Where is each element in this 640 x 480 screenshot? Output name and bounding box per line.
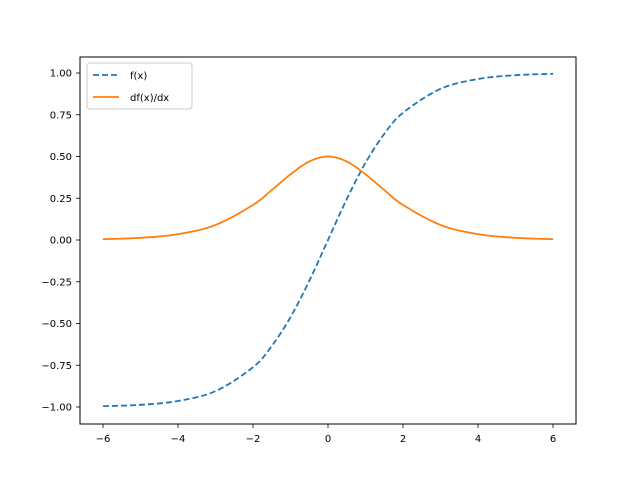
series-line-dfdx [102,155,554,241]
y-tick-label: 0.50 [50,152,72,163]
y-axis-ticks: 1.00 0.75 0.50 0.25 0.00 −0.25 −0.50 −0.75 −1.00 [41,69,80,414]
legend-label-fx: f(x) [130,71,147,82]
series-line-fx [102,72,554,408]
legend-label-dfdx: df(x)/dx [130,93,169,104]
x-axis-ticks: −6 −4 −2 0 2 4 6 [96,424,556,445]
y-tick-label: 0.25 [50,194,72,205]
x-tick-label: 6 [550,434,556,445]
y-tick-label: 0.75 [50,110,72,121]
x-tick-label: 0 [325,434,331,445]
y-tick-label: 0.00 [50,236,72,247]
y-tick-label: −0.25 [41,277,72,288]
x-tick-label: −2 [246,434,261,445]
y-tick-label: −0.50 [41,319,72,330]
x-tick-label: −6 [96,434,111,445]
y-tick-label: −0.75 [41,361,72,372]
series-layer [102,72,554,408]
legend: f(x) df(x)/dx [86,62,193,110]
x-tick-label: 4 [475,434,481,445]
y-tick-label: 1.00 [50,69,72,80]
y-tick-label: −1.00 [41,403,72,414]
x-tick-label: 2 [400,434,406,445]
x-tick-label: −4 [171,434,186,445]
